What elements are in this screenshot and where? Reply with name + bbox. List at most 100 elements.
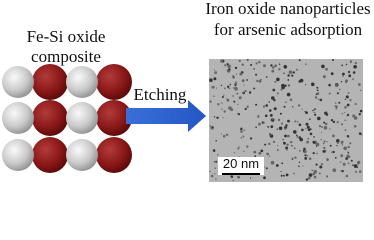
particle [213,116,216,118]
particle [209,125,212,127]
particle [326,175,329,178]
particle [338,88,341,91]
particle [323,143,325,145]
particle [213,77,217,81]
particle [269,114,273,117]
particle [238,59,241,63]
particle [348,74,352,78]
particle [313,170,318,174]
particle [246,58,249,62]
particle [319,98,323,102]
particle [349,142,352,145]
particle [347,152,350,154]
particle [280,174,283,177]
particle [220,59,224,63]
particle [226,98,230,102]
particle [353,125,357,128]
particle [275,164,279,167]
particle [264,143,267,146]
particle [273,141,275,143]
particle [260,149,264,153]
particle [285,124,288,127]
particle [299,150,301,152]
particle [238,146,240,148]
particle [265,104,269,107]
particle [253,150,257,154]
particle [340,170,342,172]
particle [323,126,328,130]
particle [254,155,257,158]
particle [237,175,240,178]
particle [312,152,315,155]
particle [350,159,353,162]
particle [311,82,315,87]
particle [226,63,229,66]
particle [314,96,318,99]
particle [263,64,266,68]
sphere-lattice [2,64,132,173]
sphere [96,137,132,173]
particle [235,89,237,91]
particle [353,116,358,120]
particle [241,91,244,94]
particle [299,137,304,142]
particle [343,146,348,151]
particle [273,99,276,102]
sphere [32,64,68,100]
particle [285,173,289,177]
particle [234,87,238,91]
particle [340,154,344,158]
particle [305,111,308,114]
particle [340,141,343,144]
sphere [66,66,98,98]
particle [233,87,236,89]
particle [345,95,349,99]
particle [292,106,294,108]
particle [340,161,342,163]
particle [330,119,334,122]
particle [221,96,224,98]
particle [352,78,354,80]
particle [312,172,316,176]
particle [222,117,224,119]
sphere [2,139,34,171]
particle [234,84,237,87]
particle [322,75,326,79]
particle [294,120,297,123]
particle [287,79,290,81]
particle [308,157,312,160]
particle [345,63,348,66]
particle [253,67,256,70]
particle [230,108,234,112]
particle [213,95,215,97]
particle [236,92,239,95]
particle [269,109,272,112]
particle [274,64,278,67]
particle [302,165,304,167]
particle [213,69,216,71]
particle [321,64,325,69]
particle [341,64,344,67]
particle [344,129,347,132]
particle [224,87,226,90]
particle [335,107,338,110]
particle [272,118,274,120]
particle [283,174,285,177]
particle [287,84,291,87]
particle [286,92,291,97]
particle [332,168,337,172]
particle [272,88,276,92]
left-label: Fe-Si oxide [27,27,106,46]
particle [311,169,313,171]
particle [307,176,311,180]
particle [253,87,256,90]
particle [344,98,347,101]
particle [268,142,271,146]
particle [280,170,282,173]
particle [358,132,362,135]
particle [258,122,261,126]
particle [226,98,228,100]
particle [289,98,293,102]
particle [304,157,308,160]
particle [314,113,317,116]
